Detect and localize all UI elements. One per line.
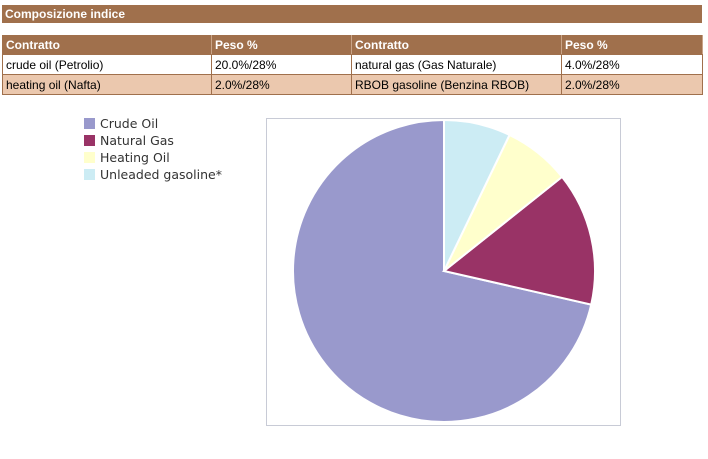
slice-natural-gas (441, 175, 596, 306)
slice-crude-oil (292, 119, 593, 423)
legend-label: Natural Gas (100, 133, 174, 148)
legend-swatch (84, 135, 95, 146)
legend-swatch (84, 118, 95, 129)
chart-legend: Crude Oil Natural Gas Heating Oil Unlead… (84, 115, 222, 183)
table-cell: natural gas (Gas Naturale) (351, 54, 562, 75)
table-cell: 20.0%/28% (211, 54, 352, 75)
composition-table: Contratto Peso % Contratto Peso % crude … (2, 35, 703, 95)
table-cell: heating oil (Nafta) (2, 74, 212, 95)
table-cell: 4.0%/28% (561, 54, 703, 75)
legend-item-crude-oil: Crude Oil (84, 115, 222, 132)
legend-item-heating-oil: Heating Oil (84, 149, 222, 166)
column-header-weight: Peso % (211, 35, 352, 55)
column-header-weight: Peso % (561, 35, 703, 55)
slice-unleaded-gasoline (443, 119, 511, 272)
column-header-contract: Contratto (351, 35, 562, 55)
table-cell: 2.0%/28% (211, 74, 352, 95)
legend-label: Crude Oil (100, 116, 159, 131)
legend-item-natural-gas: Natural Gas (84, 132, 222, 149)
table-cell: crude oil (Petrolio) (2, 54, 212, 75)
table-cell: 2.0%/28% (561, 74, 703, 95)
legend-swatch (84, 152, 95, 163)
pie-chart (292, 119, 596, 423)
table-row: crude oil (Petrolio) 20.0%/28% natural g… (2, 54, 703, 75)
legend-item-unleaded-gasoline: Unleaded gasoline* (84, 166, 222, 183)
table-row: heating oil (Nafta) 2.0%/28% RBOB gasoli… (2, 74, 703, 95)
legend-label: Unleaded gasoline* (100, 167, 222, 182)
table-cell: RBOB gasoline (Benzina RBOB) (351, 74, 562, 95)
column-header-contract: Contratto (2, 35, 212, 55)
legend-swatch (84, 169, 95, 180)
legend-label: Heating Oil (100, 150, 170, 165)
table-header-row: Contratto Peso % Contratto Peso % (2, 35, 703, 55)
section-title: Composizione indice (2, 5, 702, 23)
pie-chart-frame (266, 118, 621, 426)
